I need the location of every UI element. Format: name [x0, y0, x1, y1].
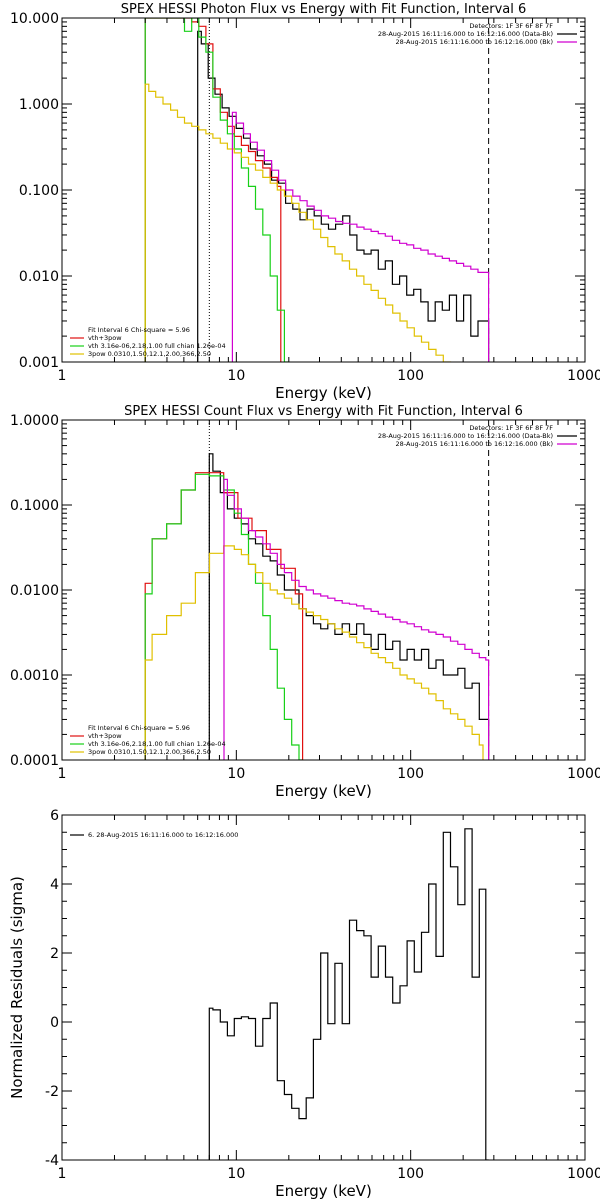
y-tick-label: 1.000	[19, 97, 59, 113]
x-tick-label: 1	[58, 766, 67, 782]
y-axis-label: Normalized Residuals (sigma)	[8, 876, 26, 1099]
chart-title: SPEX HESSI Photon Flux vs Energy with Fi…	[121, 2, 527, 17]
info-line: 28-Aug-2015 16:11:16.000 to 16:12:16.000…	[378, 432, 553, 440]
x-tick-label: 10	[227, 766, 245, 782]
x-axis-label: Energy (keV)	[275, 782, 372, 800]
plot-frame	[61, 419, 586, 761]
series-line-data-bk	[197, 30, 490, 362]
series-group	[208, 828, 489, 1160]
series-line-vth	[144, 473, 303, 760]
chart-title: SPEX HESSI Count Flux vs Energy with Fit…	[124, 404, 523, 419]
y-tick-label: -4	[45, 1153, 59, 1169]
series-line-data-bk	[208, 453, 490, 760]
info-line: 28-Aug-2015 16:11:16.000 to 16:12:16.000…	[378, 30, 553, 38]
x-tick-label: 100	[397, 1166, 424, 1182]
series-line-bk	[231, 111, 490, 362]
plot-frame	[61, 814, 586, 1161]
chart-panel-3	[61, 814, 586, 1161]
series-group	[144, 18, 490, 362]
legend-label: Fit Interval 6 Chi-square = 5.96	[88, 724, 190, 732]
legend-label: vth 3.16e-06,2.18,1.00 full chian 1.26e-…	[88, 342, 226, 350]
y-tick-label: 0.0100	[10, 583, 59, 599]
x-tick-label: 1	[58, 368, 67, 384]
legend-label: 3pow 0.0310,1.50,12.1,2.00,366,2.50	[88, 350, 211, 358]
y-tick-label: 6	[50, 808, 59, 824]
legend-label: vth+3pow	[88, 334, 122, 342]
x-tick-label: 1000	[567, 766, 600, 782]
y-tick-label: 0.1000	[10, 498, 59, 514]
series-line-3pow	[144, 83, 462, 362]
legend-label: 6. 28-Aug-2015 16:11:16.000 to 16:12:16.…	[88, 831, 238, 839]
plot-frame	[61, 17, 586, 363]
y-tick-label: 2	[50, 946, 59, 962]
x-axis-label: Energy (keV)	[275, 384, 372, 402]
info-line: Detectors: 1F 3F 6F 8F 7F	[469, 424, 553, 432]
y-tick-label: 4	[50, 877, 59, 893]
y-tick-label: 0.001	[19, 355, 59, 371]
series-line-bk	[223, 478, 490, 760]
legend-label: 3pow 0.0310,1.50,12.1,2.00,366,2.50	[88, 748, 211, 756]
series-line-vth	[144, 18, 289, 362]
info-line: 28-Aug-2015 16:11:16.000 to 16:12:16.000…	[396, 440, 553, 448]
x-axis-label: Energy (keV)	[275, 1182, 372, 1200]
chart-panel-2	[61, 419, 586, 761]
x-tick-label: 10	[227, 368, 245, 384]
legend-label: vth 3.16e-06,2.18,1.00 full chian 1.26e-…	[88, 740, 226, 748]
x-tick-label: 1	[58, 1166, 67, 1182]
series-line-vth-3pow	[144, 18, 282, 362]
x-tick-label: 1000	[567, 1166, 600, 1182]
x-tick-label: 1000	[567, 368, 600, 384]
legend-label: Fit Interval 6 Chi-square = 5.96	[88, 326, 190, 334]
series-line-residuals	[208, 828, 489, 1160]
y-tick-label: 0.0001	[10, 753, 59, 769]
series-group	[144, 453, 490, 760]
legend-label: vth+3pow	[88, 732, 122, 740]
y-tick-label: 0.0010	[10, 668, 59, 684]
chart-panel-1	[61, 17, 586, 363]
y-tick-label: 10.000	[10, 11, 59, 27]
y-tick-label: 0.010	[19, 269, 59, 285]
y-tick-label: 0.100	[19, 183, 59, 199]
y-tick-label: -2	[45, 1084, 59, 1100]
info-line: 28-Aug-2015 16:11:16.000 to 16:12:16.000…	[396, 38, 553, 46]
series-line-3pow	[144, 545, 484, 760]
y-tick-label: 0	[50, 1015, 59, 1031]
info-line: Detectors: 1F 3F 6F 8F 7F	[469, 22, 553, 30]
y-tick-label: 1.0000	[10, 413, 59, 429]
x-tick-label: 100	[397, 766, 424, 782]
x-tick-label: 10	[227, 1166, 245, 1182]
x-tick-label: 100	[397, 368, 424, 384]
